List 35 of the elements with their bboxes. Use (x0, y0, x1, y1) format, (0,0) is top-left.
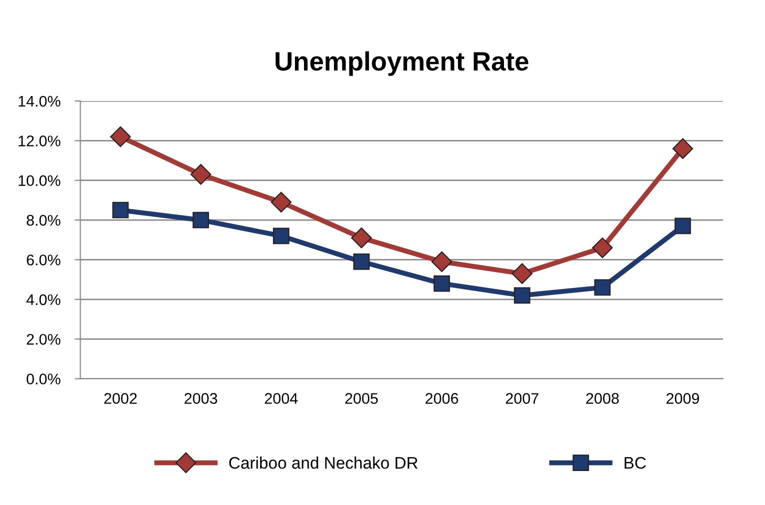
y-tick-label: 10.0% (18, 175, 60, 186)
point (434, 275, 450, 292)
y-tick-label: 12.0% (18, 136, 60, 146)
y-tick-label: 14.0% (18, 96, 60, 107)
point (431, 251, 452, 272)
x-tick-label: 2009 (666, 393, 700, 404)
x-tick-label: 2004 (264, 393, 298, 404)
point (512, 263, 532, 284)
legend-label: Cariboo and Nechako DR (229, 456, 418, 469)
point (192, 212, 210, 228)
point (514, 287, 530, 304)
y-tick-label: 4.0% (26, 294, 60, 306)
point (112, 202, 129, 218)
y-tick-label: 8.0% (26, 214, 60, 226)
x-tick-label: 2003 (184, 393, 218, 404)
point (674, 218, 691, 234)
y-tick-label: 2.0% (26, 334, 60, 345)
x-tick-label: 2005 (345, 393, 378, 404)
chart-title: Unemployment Rate (276, 51, 528, 76)
point (672, 138, 694, 159)
x-tick-label: 2008 (586, 393, 619, 404)
point (110, 126, 131, 148)
point (592, 237, 613, 258)
point (353, 254, 370, 270)
legend-label: BC (624, 456, 646, 469)
point (190, 164, 212, 185)
point (594, 279, 611, 296)
point (351, 228, 372, 248)
x-tick-label: 2007 (506, 393, 538, 404)
point (270, 192, 292, 213)
point (272, 228, 290, 244)
x-tick-label: 2002 (104, 393, 137, 404)
x-tick-label: 2006 (426, 393, 458, 404)
y-tick-label: 6.0% (26, 254, 60, 266)
y-tick-label: 0.0% (26, 374, 60, 384)
